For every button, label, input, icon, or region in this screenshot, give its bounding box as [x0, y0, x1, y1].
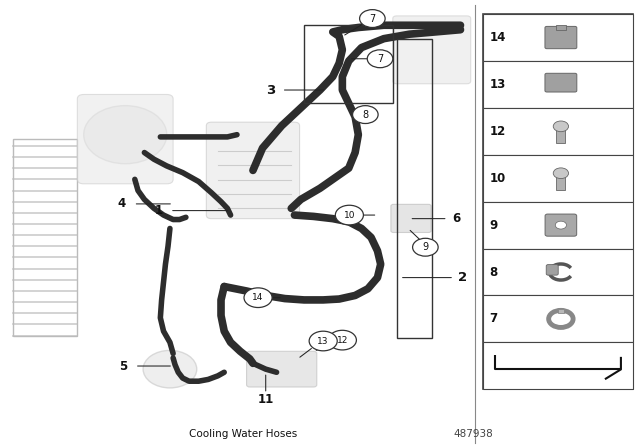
Circle shape: [367, 50, 393, 68]
Bar: [483, 202, 633, 249]
Text: 13: 13: [489, 78, 506, 91]
Circle shape: [328, 330, 356, 350]
Text: 14: 14: [252, 293, 264, 302]
Circle shape: [353, 106, 378, 124]
FancyBboxPatch shape: [391, 204, 431, 233]
Circle shape: [244, 288, 272, 307]
Text: 7: 7: [369, 13, 376, 24]
Text: 12: 12: [337, 336, 348, 345]
Bar: [483, 61, 633, 108]
Bar: [483, 155, 633, 202]
Text: 2: 2: [458, 271, 467, 284]
Bar: [483, 342, 633, 389]
FancyBboxPatch shape: [77, 95, 173, 184]
Bar: [556, 175, 566, 190]
Bar: [556, 128, 566, 143]
Text: 9: 9: [489, 219, 497, 232]
Circle shape: [553, 168, 568, 179]
Text: 7: 7: [377, 54, 383, 64]
Circle shape: [556, 221, 566, 229]
Text: 12: 12: [489, 125, 506, 138]
Text: 10: 10: [489, 172, 506, 185]
Bar: [483, 249, 633, 296]
Text: 7: 7: [489, 312, 497, 325]
Text: 6: 6: [452, 212, 461, 225]
Bar: [558, 309, 564, 313]
Text: Cooling Water Hoses: Cooling Water Hoses: [189, 429, 298, 439]
Text: 13: 13: [317, 336, 329, 345]
Text: 3: 3: [266, 83, 275, 96]
Circle shape: [335, 205, 364, 225]
Text: 4: 4: [118, 198, 126, 211]
FancyBboxPatch shape: [206, 122, 300, 219]
Text: 1: 1: [155, 204, 163, 217]
Bar: [483, 108, 633, 155]
FancyBboxPatch shape: [393, 16, 470, 84]
FancyBboxPatch shape: [545, 73, 577, 92]
Text: 9: 9: [422, 242, 428, 252]
FancyBboxPatch shape: [546, 265, 558, 275]
Circle shape: [553, 121, 568, 132]
Text: 487938: 487938: [453, 429, 493, 439]
Bar: [483, 14, 633, 389]
Text: 8: 8: [489, 266, 497, 279]
Bar: [483, 14, 633, 61]
Text: 11: 11: [257, 392, 274, 405]
Bar: [483, 296, 633, 342]
Text: 5: 5: [119, 360, 127, 373]
Bar: [304, 25, 394, 103]
Circle shape: [360, 9, 385, 27]
Circle shape: [143, 350, 196, 388]
Bar: [397, 39, 432, 338]
FancyBboxPatch shape: [246, 351, 317, 387]
Text: 8: 8: [362, 110, 369, 120]
Circle shape: [309, 331, 337, 351]
Bar: [13, 139, 77, 336]
Text: 10: 10: [344, 211, 355, 220]
Circle shape: [84, 106, 167, 164]
FancyBboxPatch shape: [545, 26, 577, 49]
Bar: [556, 25, 566, 30]
FancyBboxPatch shape: [545, 214, 577, 236]
Circle shape: [413, 238, 438, 256]
Text: 14: 14: [489, 31, 506, 44]
